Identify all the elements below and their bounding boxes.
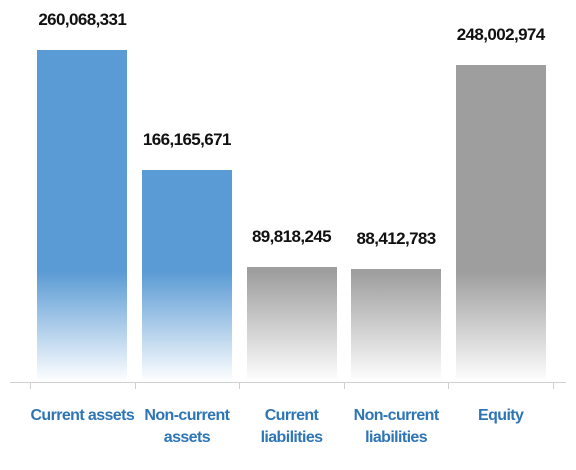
data-label: 89,818,245	[251, 227, 332, 247]
x-axis	[10, 382, 566, 383]
x-tick-label: Current liabilities	[260, 407, 323, 446]
x-tick-label: Non-current liabilities	[353, 407, 440, 446]
x-tick-label: Non-current assets	[144, 407, 230, 446]
axis-tick	[30, 382, 31, 389]
axis-tick	[134, 382, 136, 389]
bar	[455, 65, 546, 382]
axis-tick	[239, 382, 241, 389]
data-label: 88,412,783	[356, 229, 437, 249]
axis-tick	[448, 382, 450, 389]
bar	[141, 169, 232, 382]
data-label: 166,165,671	[142, 129, 232, 149]
axis-tick	[343, 382, 345, 389]
data-label: 248,002,974	[456, 25, 546, 45]
x-tick-label: Equity	[478, 407, 524, 424]
bar	[37, 50, 128, 382]
bar	[351, 269, 442, 382]
x-tick-label: Current assets	[30, 407, 135, 424]
bar	[246, 267, 337, 382]
axis-tick	[553, 382, 554, 389]
data-label: 260,068,331	[38, 10, 127, 29]
